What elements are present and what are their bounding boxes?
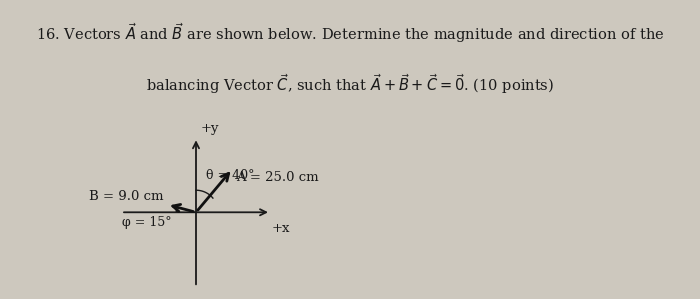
Text: 16. Vectors $\vec{A}$ and $\vec{B}$ are shown below. Determine the magnitude and: 16. Vectors $\vec{A}$ and $\vec{B}$ are …	[36, 21, 664, 45]
Text: B = 9.0 cm: B = 9.0 cm	[89, 190, 163, 203]
Text: balancing Vector $\vec{C}$, such that $\vec{A} + \vec{B} + \vec{C} = \vec{0}$. (: balancing Vector $\vec{C}$, such that $\…	[146, 72, 554, 96]
Text: θ = 40°: θ = 40°	[206, 169, 255, 182]
Text: +y: +y	[201, 122, 219, 135]
Text: A = 25.0 cm: A = 25.0 cm	[236, 171, 318, 184]
Text: +x: +x	[272, 222, 290, 235]
Text: φ = 15°: φ = 15°	[122, 216, 172, 229]
